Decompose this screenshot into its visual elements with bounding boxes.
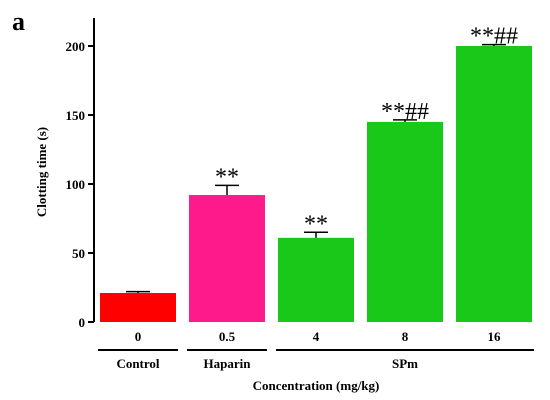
x-tick-label: 0 bbox=[135, 329, 142, 344]
x-tick-label: 4 bbox=[313, 329, 320, 344]
y-tick-label: 150 bbox=[66, 108, 86, 123]
x-tick-label: 16 bbox=[488, 329, 502, 344]
plot-area: 0 50 100 150 200 0 ** 0.5 ** 4 **## 8 **## 16 Control H… bbox=[66, 18, 534, 371]
bar bbox=[278, 237, 354, 322]
panel-letter: a bbox=[12, 7, 25, 36]
x-tick-label: 8 bbox=[402, 329, 409, 344]
bar bbox=[456, 46, 532, 322]
significance-label: ** bbox=[215, 164, 239, 190]
bar bbox=[100, 293, 176, 322]
significance-label: ** bbox=[304, 211, 328, 237]
bar bbox=[367, 121, 443, 323]
group-label: SPm bbox=[392, 356, 418, 371]
y-tick-label: 50 bbox=[72, 246, 85, 261]
significance-label: **## bbox=[470, 24, 518, 50]
x-tick-label: 0.5 bbox=[219, 329, 236, 344]
y-tick-label: 200 bbox=[66, 39, 86, 54]
y-tick-label: 0 bbox=[79, 315, 86, 330]
y-tick-label: 100 bbox=[66, 177, 86, 192]
group-label: Control bbox=[116, 356, 159, 371]
x-axis-title: Concentration (mg/kg) bbox=[253, 378, 380, 393]
bar bbox=[189, 195, 265, 322]
group-label: Haparin bbox=[204, 356, 252, 371]
significance-label: **## bbox=[381, 99, 429, 125]
y-axis-title: Clotting time (s) bbox=[34, 127, 49, 217]
